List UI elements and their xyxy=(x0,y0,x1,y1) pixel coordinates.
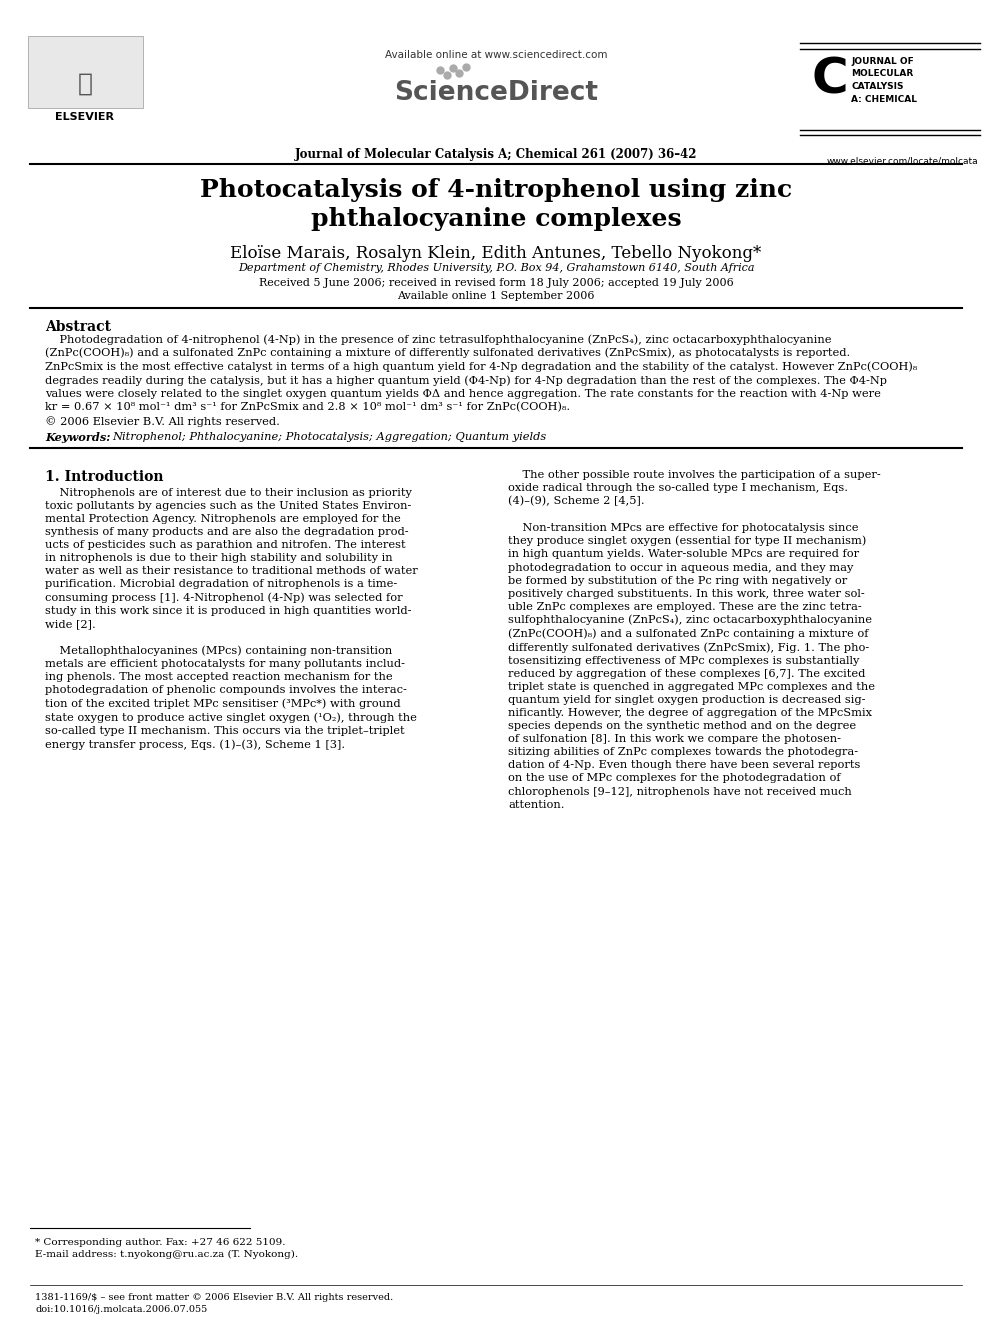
Text: Photocatalysis of 4-nitrophenol using zinc
phthalocyanine complexes: Photocatalysis of 4-nitrophenol using zi… xyxy=(200,179,792,230)
Text: www.elsevier.com/locate/molcata: www.elsevier.com/locate/molcata xyxy=(826,157,978,165)
Text: C: C xyxy=(812,56,849,103)
Text: Journal of Molecular Catalysis A; Chemical 261 (2007) 36–42: Journal of Molecular Catalysis A; Chemic… xyxy=(295,148,697,161)
Text: 1. Introduction: 1. Introduction xyxy=(45,470,164,484)
Text: Photodegradation of 4-nitrophenol (4-Np) in the presence of zinc tetrasulfophtha: Photodegradation of 4-nitrophenol (4-Np)… xyxy=(45,333,918,426)
Text: Available online at www.sciencedirect.com: Available online at www.sciencedirect.co… xyxy=(385,50,607,60)
Text: Received 5 June 2006; received in revised form 18 July 2006; accepted 19 July 20: Received 5 June 2006; received in revise… xyxy=(259,278,733,288)
Text: 🌳: 🌳 xyxy=(77,71,92,97)
Text: * Corresponding author. Fax: +27 46 622 5109.: * Corresponding author. Fax: +27 46 622 … xyxy=(35,1238,286,1248)
Text: E-mail address: t.nyokong@ru.ac.za (T. Nyokong).: E-mail address: t.nyokong@ru.ac.za (T. N… xyxy=(35,1250,299,1259)
Text: Nitrophenol; Phthalocyanine; Photocatalysis; Aggregation; Quantum yields: Nitrophenol; Phthalocyanine; Photocataly… xyxy=(112,433,547,442)
Text: Keywords:: Keywords: xyxy=(45,433,110,443)
Text: Available online 1 September 2006: Available online 1 September 2006 xyxy=(397,291,595,302)
Text: doi:10.1016/j.molcata.2006.07.055: doi:10.1016/j.molcata.2006.07.055 xyxy=(35,1304,207,1314)
Bar xyxy=(28,36,143,108)
Text: Department of Chemistry, Rhodes University, P.O. Box 94, Grahamstown 6140, South: Department of Chemistry, Rhodes Universi… xyxy=(238,263,754,273)
Text: Nitrophenols are of interest due to their inclusion as priority
toxic pollutants: Nitrophenols are of interest due to thei… xyxy=(45,488,418,750)
Text: ScienceDirect: ScienceDirect xyxy=(394,79,598,106)
Text: Abstract: Abstract xyxy=(45,320,111,333)
Text: Eloïse Marais, Rosalyn Klein, Edith Antunes, Tebello Nyokong*: Eloïse Marais, Rosalyn Klein, Edith Antu… xyxy=(230,245,762,262)
Text: JOURNAL OF
MOLECULAR
CATALYSIS
A: CHEMICAL: JOURNAL OF MOLECULAR CATALYSIS A: CHEMIC… xyxy=(851,57,917,103)
Text: 1381-1169/$ – see front matter © 2006 Elsevier B.V. All rights reserved.: 1381-1169/$ – see front matter © 2006 El… xyxy=(35,1293,393,1302)
Text: The other possible route involves the participation of a super-
oxide radical th: The other possible route involves the pa… xyxy=(508,470,881,810)
Text: ELSEVIER: ELSEVIER xyxy=(56,112,114,122)
